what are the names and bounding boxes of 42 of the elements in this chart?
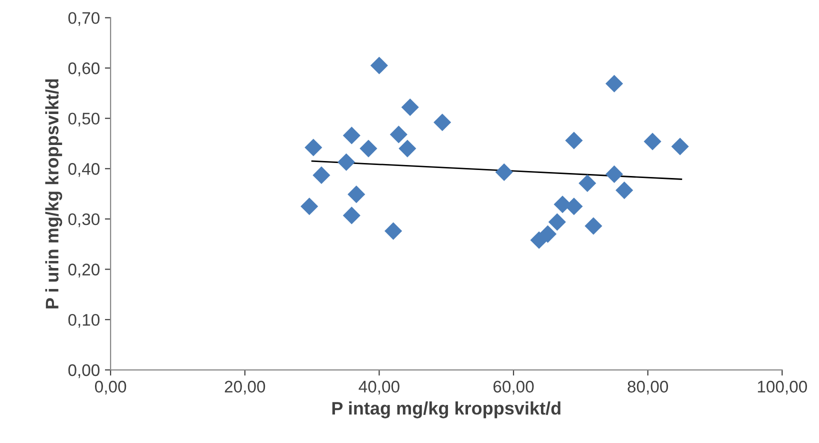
point [348, 186, 366, 204]
point [538, 225, 557, 243]
point [584, 217, 602, 235]
point [342, 126, 360, 144]
y-tick-label: 0,30 [68, 213, 100, 228]
point [671, 138, 689, 156]
point [434, 114, 452, 132]
point [398, 140, 416, 158]
y-tick-label: 0,00 [68, 364, 100, 378]
point [401, 98, 419, 116]
point [360, 140, 378, 158]
point [548, 213, 566, 231]
y-tick-label: 0,60 [68, 62, 100, 76]
point [644, 132, 662, 150]
point [370, 56, 388, 74]
point [300, 198, 318, 216]
y-tick-label: 0,20 [68, 264, 100, 278]
point [578, 174, 596, 192]
point [390, 126, 408, 144]
point [312, 166, 330, 184]
y-axis-title: P i urin mg/kg kroppsvikt/d [45, 79, 62, 308]
point [605, 74, 624, 92]
x-tick-label: 40,00 [358, 380, 400, 395]
y-tick-label: 0,10 [68, 314, 100, 328]
x-axis-title: P intag mg/kg kroppsvikt/d [332, 401, 560, 418]
x-tick-label: 80,00 [628, 380, 668, 395]
y-tick-label: 0,50 [68, 112, 100, 127]
point [565, 198, 583, 216]
point [338, 153, 356, 171]
point [495, 163, 513, 181]
point [565, 132, 583, 150]
x-tick-label: 20,00 [224, 380, 266, 395]
point [384, 222, 402, 240]
point [605, 165, 624, 183]
x-tick-label: 60,00 [494, 380, 534, 395]
x-tick-label: 100,00 [758, 380, 807, 395]
x-tick-label: 0,00 [95, 380, 126, 395]
y-tick-label: 0,70 [68, 12, 100, 26]
point [342, 206, 360, 224]
point [304, 138, 322, 156]
point [616, 182, 634, 200]
y-tick-label: 0,40 [68, 163, 100, 177]
